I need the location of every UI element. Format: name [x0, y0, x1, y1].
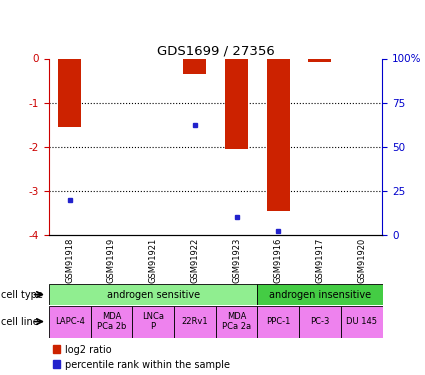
Bar	[132, 306, 174, 338]
Text: PC-3: PC-3	[310, 317, 330, 326]
Text: cell line: cell line	[1, 316, 39, 327]
Text: MDA
PCa 2a: MDA PCa 2a	[222, 312, 251, 331]
Bar	[258, 284, 382, 305]
Bar	[58, 58, 81, 127]
Text: PPC-1: PPC-1	[266, 317, 290, 326]
Bar	[299, 306, 341, 338]
Bar	[309, 58, 332, 62]
Bar	[225, 58, 248, 149]
Bar	[341, 306, 382, 338]
Bar	[215, 306, 258, 338]
Text: MDA
PCa 2b: MDA PCa 2b	[97, 312, 126, 331]
Text: DU 145: DU 145	[346, 317, 377, 326]
Text: cell type: cell type	[1, 290, 43, 300]
Bar	[258, 306, 299, 338]
Title: GDS1699 / 27356: GDS1699 / 27356	[157, 44, 275, 57]
Text: LNCa
P: LNCa P	[142, 312, 164, 331]
Bar	[267, 58, 290, 210]
Bar	[49, 306, 91, 338]
Text: androgen insensitive: androgen insensitive	[269, 290, 371, 300]
Text: log2 ratio: log2 ratio	[65, 345, 112, 355]
Text: androgen sensitive: androgen sensitive	[107, 290, 200, 300]
Bar	[174, 306, 215, 338]
Text: 22Rv1: 22Rv1	[181, 317, 208, 326]
Text: LAPC-4: LAPC-4	[55, 317, 85, 326]
Text: percentile rank within the sample: percentile rank within the sample	[65, 360, 230, 370]
Bar	[91, 306, 132, 338]
Bar	[49, 284, 258, 305]
Bar	[183, 58, 206, 74]
